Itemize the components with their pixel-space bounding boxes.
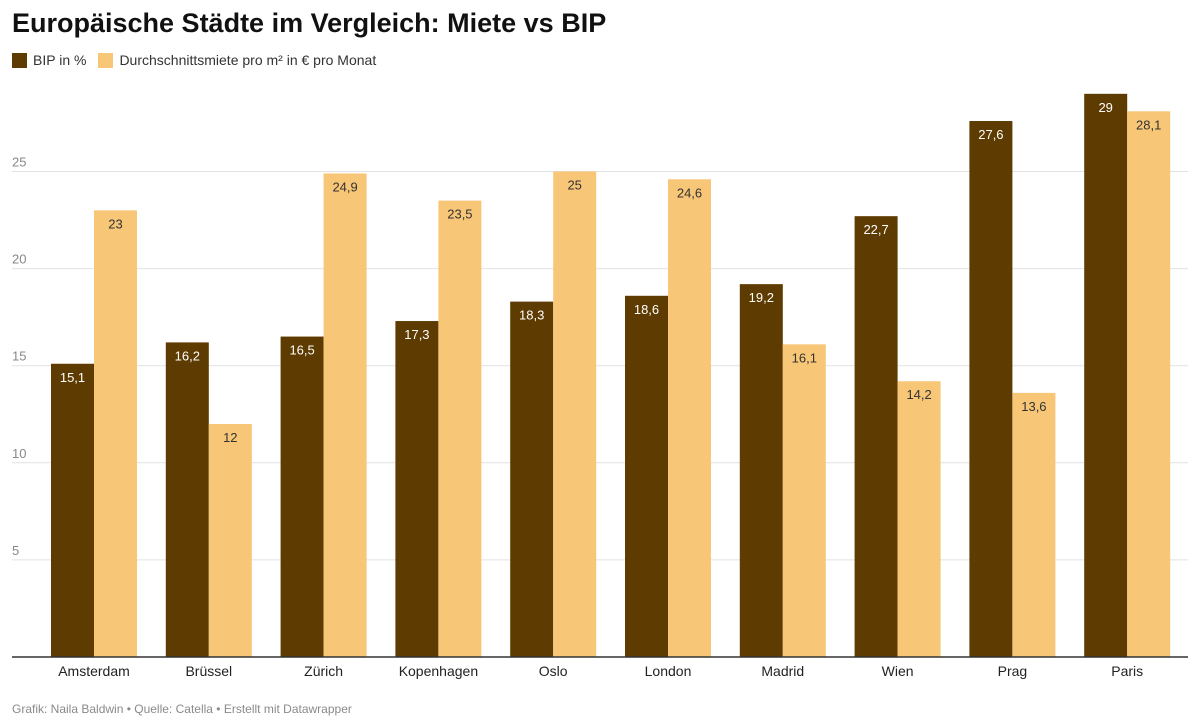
bar-miete-9 [1127, 111, 1171, 658]
y-tick-label-5: 5 [12, 543, 19, 558]
value-label-miete-3: 23,5 [447, 207, 472, 222]
bar-miete-8 [1012, 392, 1056, 657]
value-label-miete-6: 16,1 [792, 350, 817, 365]
x-category-label-4: Oslo [539, 663, 568, 679]
legend: BIP in % Durchschnittsmiete pro m² in € … [12, 52, 388, 68]
y-tick-label-10: 10 [12, 446, 26, 461]
legend-label-miete: Durchschnittsmiete pro m² in € pro Monat [119, 52, 377, 68]
bar-bip-5 [625, 295, 668, 657]
value-label-miete-8: 13,6 [1021, 399, 1046, 414]
bar-miete-6 [782, 344, 826, 657]
bar-bip-0 [51, 363, 94, 657]
x-category-label-7: Wien [882, 663, 914, 679]
value-label-miete-2: 24,9 [332, 179, 357, 194]
legend-label-bip: BIP in % [33, 52, 87, 68]
value-label-bip-4: 18,3 [519, 308, 544, 323]
chart-title: Europäische Städte im Vergleich: Miete v… [12, 8, 607, 38]
x-category-label-0: Amsterdam [58, 663, 130, 679]
x-category-label-2: Zürich [304, 663, 343, 679]
bar-bip-4 [510, 301, 554, 657]
x-category-label-1: Brüssel [185, 663, 232, 679]
value-label-miete-7: 14,2 [906, 387, 931, 402]
bar-miete-0 [94, 210, 137, 657]
footer-credits: Grafik: Naila Baldwin • Quelle: Catella … [12, 702, 352, 716]
x-category-label-3: Kopenhagen [399, 663, 478, 679]
y-tick-label-25: 25 [12, 155, 26, 170]
value-label-bip-1: 16,2 [175, 348, 200, 363]
x-category-label-9: Paris [1111, 663, 1143, 679]
value-label-bip-0: 15,1 [60, 370, 85, 385]
bar-miete-7 [897, 381, 941, 657]
value-label-bip-5: 18,6 [634, 302, 659, 317]
y-tick-label-15: 15 [12, 349, 26, 364]
legend-item-bip: BIP in % [12, 52, 86, 68]
bar-bip-1 [165, 342, 209, 657]
bar-miete-4 [553, 171, 597, 657]
bar-chart: 5 10 15 20 25 15,1 23 Amsterdam 16,2 12 Brüssel 16,… [12, 93, 1188, 679]
y-tick-label-20: 20 [12, 252, 26, 267]
value-label-bip-6: 19,2 [749, 290, 774, 305]
x-category-label-8: Prag [998, 663, 1028, 679]
bar-bip-3 [395, 321, 439, 657]
x-category-label-5: London [645, 663, 692, 679]
value-label-bip-7: 22,7 [863, 222, 888, 237]
value-label-miete-4: 25 [567, 178, 581, 193]
value-label-miete-0: 23 [108, 216, 122, 231]
bar-miete-2 [323, 173, 367, 657]
bar-miete-5 [668, 179, 711, 657]
legend-swatch-miete [98, 52, 114, 68]
value-label-miete-1: 12 [223, 430, 237, 445]
bar-bip-6 [739, 284, 783, 657]
bar-miete-3 [438, 200, 482, 657]
bar-bip-9 [1084, 93, 1128, 657]
value-label-bip-9: 29 [1098, 100, 1112, 115]
value-label-bip-2: 16,5 [289, 343, 314, 358]
bar-bip-7 [854, 216, 898, 657]
value-label-bip-8: 27,6 [978, 127, 1003, 142]
value-label-miete-5: 24,6 [677, 185, 702, 200]
x-category-label-6: Madrid [761, 663, 804, 679]
bar-bip-2 [280, 336, 324, 657]
legend-item-miete: Durchschnittsmiete pro m² in € pro Monat [98, 52, 376, 68]
value-label-miete-9: 28,1 [1136, 117, 1161, 132]
legend-swatch-bip [12, 52, 27, 68]
bar-miete-1 [208, 423, 252, 657]
value-label-bip-3: 17,3 [404, 327, 429, 342]
bar-bip-8 [969, 121, 1013, 658]
